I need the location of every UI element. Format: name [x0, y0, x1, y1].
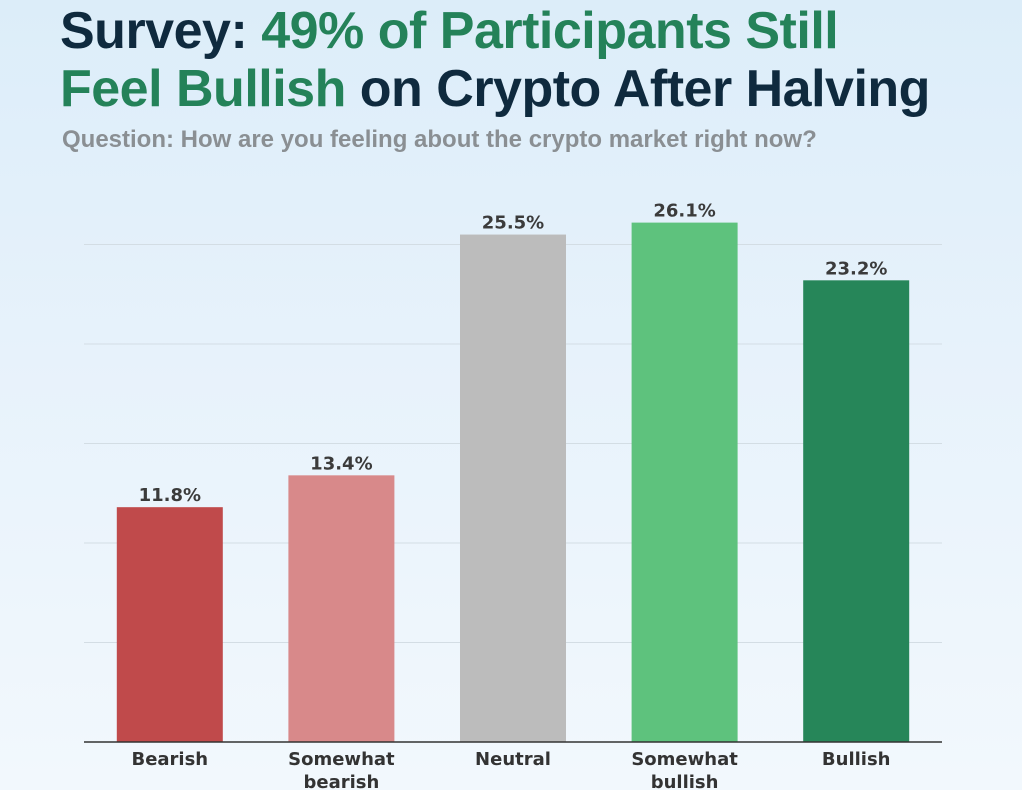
- title-part-2: 49% of Participants Still: [261, 2, 839, 60]
- data-label: 11.8%: [139, 485, 201, 506]
- category-label: Neutral: [475, 749, 551, 770]
- data-label: 25.5%: [482, 213, 544, 234]
- category-label: Somewhat: [631, 749, 738, 770]
- bar-3: [631, 222, 738, 743]
- category-label: Bearish: [131, 749, 208, 770]
- category-label: bearish: [303, 772, 379, 790]
- bar-1: [288, 475, 395, 742]
- bar-4: [803, 280, 910, 742]
- chart-subtitle: Question: How are you feeling about the …: [62, 126, 817, 153]
- category-label: Somewhat: [288, 749, 395, 770]
- title-part-4: on Crypto After Halving: [345, 60, 931, 118]
- title-part-3: Feel Bullish: [60, 60, 346, 118]
- data-label: 26.1%: [653, 201, 715, 222]
- chart-title: Survey: 49% of Participants Still Feel Bu…: [60, 2, 930, 118]
- title-part-1: Survey:: [60, 2, 262, 60]
- category-label: bullish: [651, 772, 719, 790]
- data-label: 23.2%: [825, 258, 887, 279]
- data-label: 13.4%: [310, 453, 372, 474]
- bar-2: [460, 234, 566, 743]
- bar-0: [116, 507, 223, 742]
- category-label: Bullish: [822, 749, 891, 770]
